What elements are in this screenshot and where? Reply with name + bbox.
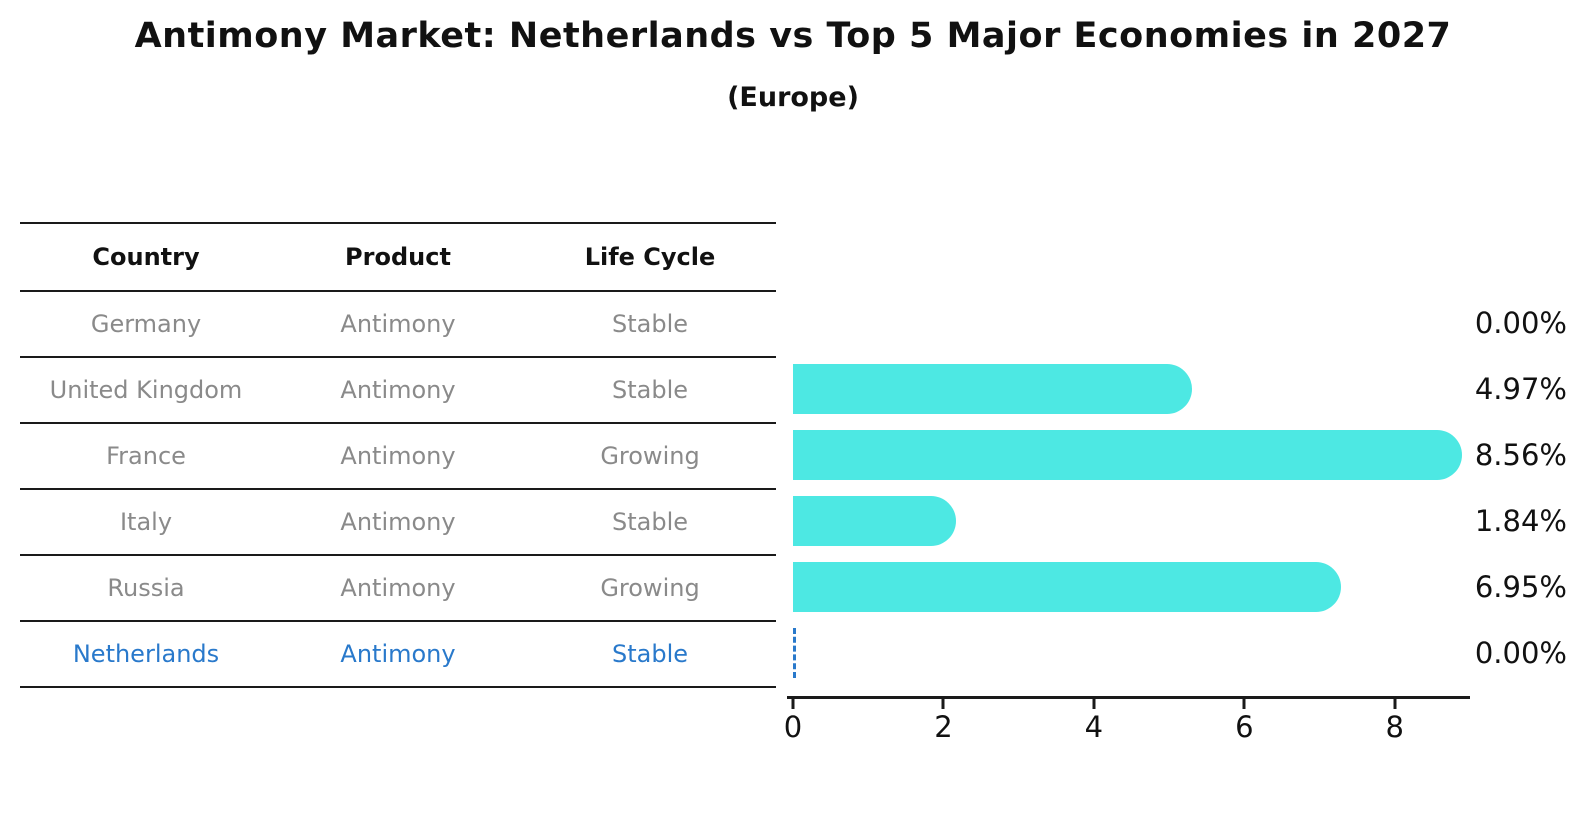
x-tick-label: 0 [783,710,803,744]
x-axis-ticks: 0 2 4 6 8 [784,696,1470,746]
x-tick-label: 2 [934,710,953,744]
bar-row-france [793,422,1470,488]
cell-product: Antimony [340,640,456,668]
cell-country: United Kingdom [49,376,243,404]
cell-country: Italy [119,508,173,536]
cell-product: Antimony [340,442,456,470]
table-row: Russia Antimony Growing [20,556,776,622]
table-row: United Kingdom Antimony Stable [20,358,776,424]
cell-life-cycle: Growing [600,442,700,470]
cell-life-cycle: Stable [611,640,689,668]
header-country: Country [92,243,200,271]
header-life-cycle: Life Cycle [584,243,716,271]
cell-life-cycle: Growing [600,574,700,602]
netherlands-zero-marker [793,628,796,678]
value-label: 4.97% [1474,372,1567,406]
bar-row-germany [793,290,1470,356]
table-row: Germany Antimony Stable [20,292,776,358]
value-label: 1.84% [1474,504,1567,538]
x-axis-line [787,696,1470,699]
bar-row-italy [793,488,1470,554]
chart-title: Antimony Market: Netherlands vs Top 5 Ma… [134,16,1452,56]
cell-life-cycle: Stable [611,376,689,404]
bar-russia [793,562,1341,612]
bar-plot-area [793,290,1470,686]
x-tick-mark [1092,699,1096,709]
country-table: Country Product Life Cycle Germany Antim… [20,222,776,688]
bar-france [793,430,1462,480]
header-product: Product [345,243,451,271]
x-tick-label: 6 [1235,710,1254,744]
table-row-highlighted: Netherlands Antimony Stable [20,622,776,688]
value-label: 6.95% [1474,570,1567,604]
chart-subtitle: (Europe) [727,82,859,113]
table-row: France Antimony Growing [20,424,776,490]
bar-italy [793,496,957,546]
value-label-column: 0.00% 4.97% 8.56% 1.84% 6.95% 0.00% [1472,290,1567,686]
x-tick-mark [941,699,945,709]
cell-product: Antimony [340,376,456,404]
cell-country: France [106,442,186,470]
cell-country: Netherlands [72,640,220,668]
bar-row-russia [793,554,1470,620]
cell-life-cycle: Stable [611,310,689,338]
bar-row-united-kingdom [793,356,1470,422]
x-tick-mark [1393,699,1397,709]
cell-product: Antimony [340,508,456,536]
bar-row-netherlands [793,620,1470,686]
cell-life-cycle: Stable [611,508,689,536]
x-tick-mark [791,699,795,709]
cell-country: Russia [107,574,185,602]
cell-product: Antimony [340,310,456,338]
x-tick-label: 4 [1084,710,1104,744]
table-header-row: Country Product Life Cycle [20,224,776,292]
x-tick-mark [1242,699,1246,709]
value-label: 0.00% [1474,306,1567,340]
cell-product: Antimony [340,574,456,602]
value-label: 0.00% [1474,636,1567,670]
bar-united-kingdom [793,364,1192,414]
x-tick-label: 8 [1385,710,1404,744]
cell-country: Germany [90,310,202,338]
value-label: 8.56% [1474,438,1567,472]
table-row: Italy Antimony Stable [20,490,776,556]
